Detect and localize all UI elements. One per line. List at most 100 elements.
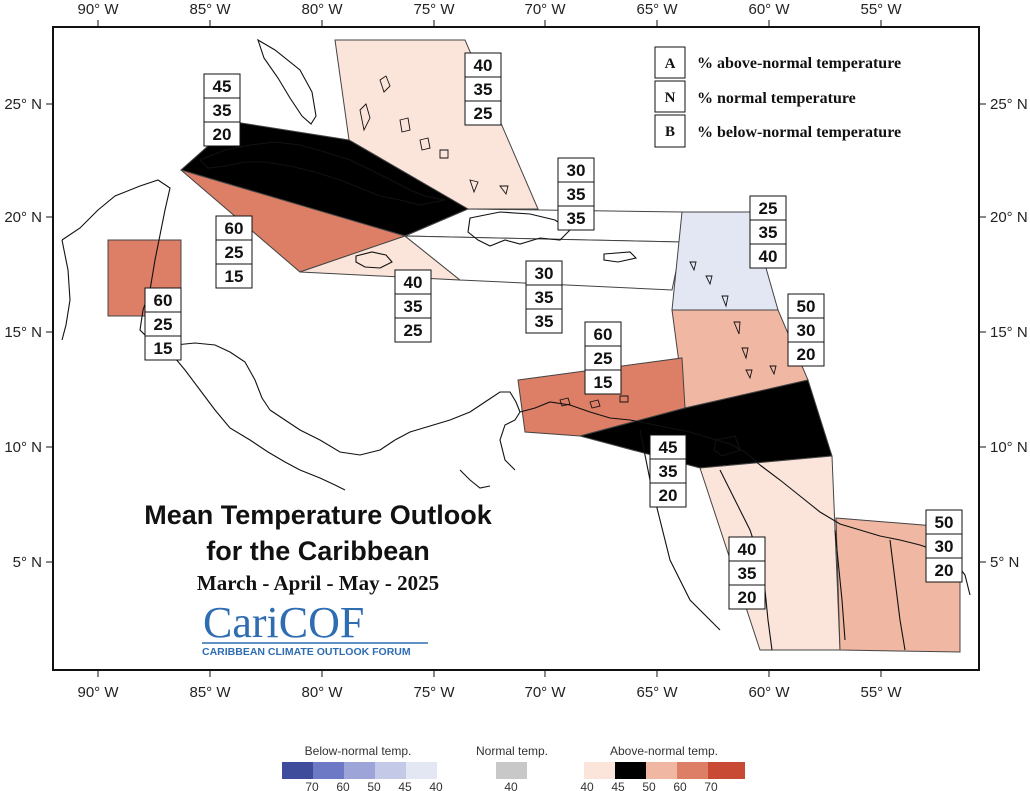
probability-cell <box>203 73 241 99</box>
lon-label-75w: 75° W <box>413 684 455 701</box>
tick-below-60: 60 <box>336 780 350 791</box>
tick-below-70: 70 <box>305 780 319 791</box>
probability-cell <box>215 215 253 241</box>
probability-normal: 35 <box>567 185 586 204</box>
colorbar-normal-title: Normal temp. <box>476 744 548 758</box>
tick-above-40: 40 <box>580 780 594 791</box>
latitude-labels-left: 25° N 20° N 15° N 10° N 5° N <box>4 96 42 571</box>
probability-above: 60 <box>225 219 244 238</box>
lat-label-10n: 10° N <box>990 439 1028 456</box>
probability-above: 45 <box>659 438 678 457</box>
probability-cell <box>749 243 787 269</box>
swatch-above-50 <box>646 762 677 779</box>
probability-box: 50 30 20 <box>925 509 963 583</box>
logo-word-part2: COF <box>279 598 365 647</box>
probability-cell <box>925 557 963 583</box>
probability-cell <box>464 100 502 126</box>
graticule-ticks <box>46 20 986 677</box>
probability-normal: 35 <box>535 288 554 307</box>
probability-above: 40 <box>404 273 423 292</box>
probability-above: 30 <box>567 161 586 180</box>
probability-cell <box>728 536 766 562</box>
probability-cell <box>584 369 622 395</box>
lat-label-25n: 25° N <box>4 96 42 113</box>
probability-below: 20 <box>738 588 757 607</box>
tick-below-50: 50 <box>367 780 381 791</box>
probability-cell <box>787 317 825 343</box>
key-box-b <box>654 114 686 148</box>
lon-label-55w: 55° W <box>860 1 902 18</box>
lon-label-70w: 70° W <box>524 1 566 18</box>
tick-above-50: 50 <box>642 780 656 791</box>
caricof-logo: CariCOF CARIBBEAN CLIMATE OUTLOOK FORUM <box>202 598 428 658</box>
probability-normal: 30 <box>797 321 816 340</box>
lon-label-85w: 85° W <box>189 684 231 701</box>
probability-below: 15 <box>154 339 173 358</box>
probability-box: 60 25 15 <box>215 215 253 289</box>
probability-above: 45 <box>213 77 232 96</box>
probability-cell <box>584 321 622 347</box>
small-islands <box>359 75 777 409</box>
lat-label-5n: 5° N <box>13 554 42 571</box>
probability-above: 40 <box>474 56 493 75</box>
lat-label-5n: 5° N <box>990 554 1019 571</box>
probability-below: 15 <box>594 373 613 392</box>
title-line-1: Mean Temperature Outlook <box>144 500 493 530</box>
probability-below: 35 <box>567 209 586 228</box>
title-line-2: for the Caribbean <box>206 536 430 566</box>
probability-above: 60 <box>594 325 613 344</box>
swatch-normal-40 <box>496 762 527 779</box>
probability-cell <box>787 293 825 319</box>
probability-above: 25 <box>759 199 778 218</box>
probability-cell <box>787 341 825 367</box>
key-box-a <box>654 46 686 79</box>
lon-label-70w: 70° W <box>524 684 566 701</box>
lon-label-55w: 55° W <box>860 684 902 701</box>
probability-cell <box>525 308 563 334</box>
key-letter-n: N <box>665 90 676 106</box>
tick-normal-40: 40 <box>504 780 518 791</box>
lat-label-20n: 20° N <box>990 209 1028 226</box>
swatch-above-45 <box>615 762 646 779</box>
probability-below: 20 <box>797 345 816 364</box>
probability-below: 20 <box>659 486 678 505</box>
probability-normal: 35 <box>474 80 493 99</box>
lat-label-15n: 15° N <box>990 324 1028 341</box>
swatch-above-40 <box>584 762 615 779</box>
tick-below-45: 45 <box>398 780 412 791</box>
swatch-below-70 <box>282 762 313 779</box>
probability-cell <box>649 482 687 508</box>
logo-wordmark: CariCOF <box>203 598 364 647</box>
probability-labels: 40 35 25 45 35 20 60 25 15 60 25 15 40 35 25 30 35 35 30 35… <box>144 52 963 610</box>
probability-above: 50 <box>935 513 954 532</box>
probability-normal: 35 <box>404 297 423 316</box>
probability-below: 20 <box>935 561 954 580</box>
probability-box: 40 35 20 <box>728 536 766 610</box>
probability-box: 45 35 20 <box>649 434 687 508</box>
probability-box: 50 30 20 <box>787 293 825 367</box>
probability-box: 25 35 40 <box>749 195 787 269</box>
probability-cell <box>394 317 432 343</box>
lon-label-90w: 90° W <box>77 684 119 701</box>
probability-cell <box>649 458 687 484</box>
logo-word-part1: Cari <box>203 598 279 647</box>
probability-normal: 30 <box>935 537 954 556</box>
swatch-below-45 <box>375 762 406 779</box>
probability-cell <box>215 239 253 265</box>
lat-label-15n: 15° N <box>4 324 42 341</box>
probability-normal: 25 <box>225 243 244 262</box>
probability-cell <box>925 509 963 535</box>
logo-subtitle: CARIBBEAN CLIMATE OUTLOOK FORUM <box>202 646 411 658</box>
lon-label-65w: 65° W <box>636 1 678 18</box>
tick-above-45: 45 <box>611 780 625 791</box>
probability-box: 60 25 15 <box>144 287 182 361</box>
key-letter-a: A <box>665 56 676 72</box>
probability-cell <box>203 121 241 147</box>
probability-box: 45 35 20 <box>203 73 241 147</box>
probability-cell <box>394 293 432 319</box>
probability-cell <box>749 219 787 245</box>
probability-above: 30 <box>535 264 554 283</box>
lat-label-25n: 25° N <box>990 96 1028 113</box>
title-block: Mean Temperature Outlook for the Caribbe… <box>144 500 493 595</box>
